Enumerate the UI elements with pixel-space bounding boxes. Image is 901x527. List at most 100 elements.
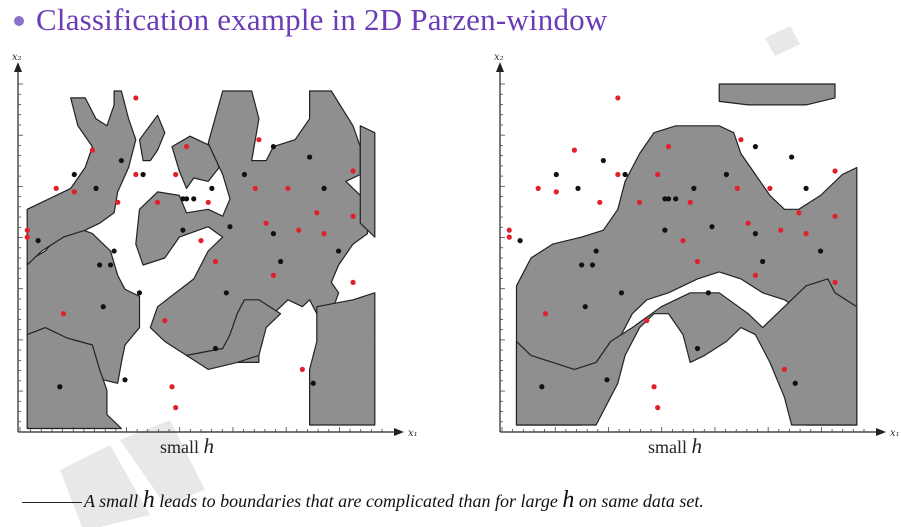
- caption-right-text: small: [648, 437, 692, 457]
- red-sample-point: [198, 238, 204, 244]
- footnote-var1: h: [142, 487, 155, 513]
- black-sample-point: [223, 290, 229, 296]
- black-sample-point: [622, 171, 628, 178]
- red-sample-point: [212, 258, 219, 265]
- red-sample-point: [252, 185, 258, 191]
- x-axis-arrow-icon: [876, 428, 886, 436]
- decision-region: [515, 278, 858, 426]
- red-sample-point: [321, 231, 327, 237]
- red-sample-point: [270, 272, 276, 278]
- red-sample-point: [644, 318, 650, 324]
- red-sample-point: [154, 199, 161, 205]
- red-sample-point: [173, 405, 179, 411]
- red-sample-point: [745, 220, 751, 226]
- red-sample-point: [350, 213, 356, 219]
- black-sample-point: [709, 224, 715, 230]
- x-axis-label: x₁: [890, 428, 900, 439]
- black-sample-point: [589, 262, 596, 268]
- red-sample-point: [506, 234, 512, 240]
- red-sample-point: [832, 279, 838, 285]
- red-sample-point: [169, 384, 175, 390]
- red-sample-point: [60, 311, 67, 317]
- black-sample-point: [307, 154, 313, 160]
- black-sample-point: [575, 185, 581, 191]
- black-sample-point: [662, 196, 668, 202]
- red-sample-point: [553, 189, 559, 195]
- decision-region: [718, 83, 836, 106]
- y-axis-label: x₂: [494, 52, 504, 63]
- red-sample-point: [133, 171, 139, 178]
- black-sample-point: [803, 185, 809, 191]
- black-sample-point: [335, 248, 342, 254]
- black-sample-point: [209, 185, 215, 191]
- black-sample-point: [118, 157, 124, 164]
- red-sample-point: [832, 213, 838, 219]
- black-sample-point: [792, 380, 798, 386]
- red-sample-point: [162, 318, 168, 324]
- black-sample-point: [100, 304, 106, 310]
- red-sample-point: [832, 168, 838, 174]
- red-sample-point: [506, 227, 512, 233]
- black-sample-point: [71, 171, 77, 178]
- black-sample-point: [111, 248, 117, 254]
- watermark-mark: [60, 445, 150, 527]
- red-sample-point: [778, 227, 784, 233]
- footnote-var2: h: [562, 487, 575, 513]
- black-sample-point: [673, 196, 679, 202]
- red-sample-point: [24, 234, 30, 240]
- black-sample-point: [310, 380, 316, 386]
- black-sample-point: [241, 171, 248, 178]
- red-sample-point: [542, 311, 549, 317]
- red-sample-point: [24, 227, 30, 233]
- decision-region: [359, 125, 376, 238]
- red-sample-point: [781, 366, 787, 372]
- black-sample-point: [691, 185, 697, 191]
- x-axis-arrow-icon: [394, 428, 404, 436]
- red-sample-point: [665, 144, 672, 150]
- black-sample-point: [93, 185, 99, 191]
- red-sample-point: [133, 95, 139, 101]
- black-sample-point: [191, 196, 197, 202]
- watermark-mark: [765, 26, 800, 56]
- black-sample-point: [122, 377, 128, 383]
- black-sample-point: [582, 304, 588, 310]
- footnote: A small h leads to boundaries that are c…: [22, 487, 704, 514]
- black-sample-point: [694, 345, 701, 352]
- caption-right: small h: [648, 434, 702, 459]
- red-sample-point: [53, 185, 59, 191]
- black-sample-point: [57, 384, 63, 390]
- red-sample-point: [734, 185, 740, 191]
- black-sample-point: [618, 290, 625, 296]
- black-sample-point: [136, 290, 143, 296]
- red-sample-point: [299, 366, 305, 372]
- red-sample-point: [738, 137, 744, 143]
- red-sample-point: [183, 144, 190, 150]
- red-sample-point: [314, 210, 320, 216]
- footnote-part1: A small: [84, 491, 143, 511]
- black-sample-point: [227, 224, 233, 230]
- black-sample-point: [760, 258, 766, 265]
- black-sample-point: [752, 144, 759, 150]
- red-sample-point: [694, 258, 701, 265]
- black-sample-point: [321, 185, 327, 191]
- decision-region: [26, 327, 123, 430]
- black-sample-point: [723, 171, 730, 178]
- red-sample-point: [571, 147, 578, 153]
- black-sample-point: [180, 196, 186, 202]
- red-sample-point: [680, 238, 686, 244]
- red-sample-point: [115, 199, 121, 205]
- black-sample-point: [593, 248, 599, 254]
- black-sample-point: [665, 196, 672, 202]
- watermark: [60, 26, 800, 527]
- decision-region: [185, 299, 282, 370]
- red-sample-point: [535, 185, 541, 191]
- y-axis-arrow-icon: [14, 62, 22, 72]
- title-row: Classification example in 2D Parzen-wind…: [14, 2, 607, 38]
- black-sample-point: [817, 248, 824, 254]
- red-sample-point: [655, 171, 661, 178]
- red-sample-point: [89, 147, 95, 153]
- black-sample-point: [278, 258, 284, 265]
- black-sample-point: [789, 154, 795, 160]
